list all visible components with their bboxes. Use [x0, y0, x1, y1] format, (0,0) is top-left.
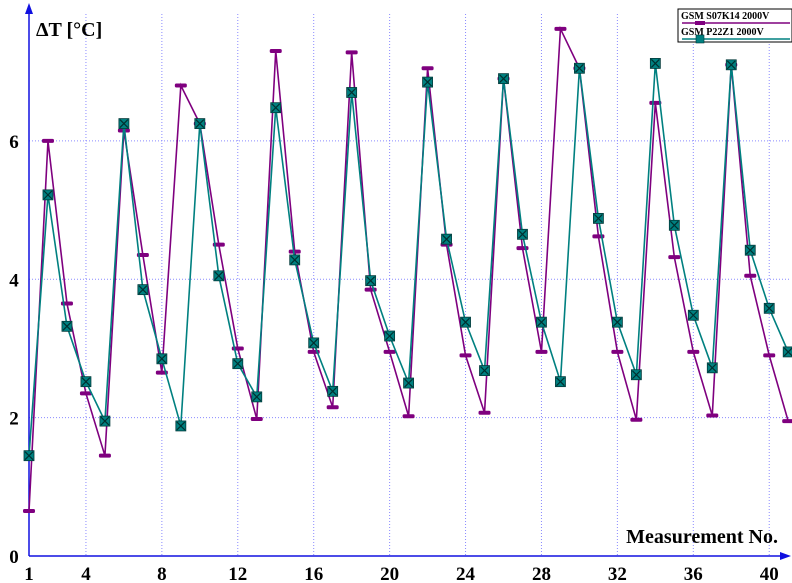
data-point: [630, 417, 643, 422]
data-point: [156, 353, 168, 365]
data-point: [554, 26, 567, 31]
data-point: [98, 453, 111, 458]
data-point: [194, 118, 206, 130]
x-tick-label: 24: [456, 564, 476, 583]
data-point: [649, 58, 661, 69]
data-point: [517, 228, 528, 240]
x-tick-label: 16: [304, 564, 323, 583]
x-tick-label: 20: [380, 564, 399, 583]
data-point: [555, 376, 566, 388]
data-point: [574, 62, 585, 74]
data-point: [23, 450, 35, 462]
data-point: [288, 249, 301, 254]
data-point: [136, 253, 149, 258]
data-point: [289, 254, 301, 266]
data-point: [41, 138, 54, 143]
series-lines: [23, 25, 792, 514]
data-point: [79, 391, 92, 396]
data-point: [422, 76, 433, 88]
data-point: [593, 212, 604, 224]
data-point: [630, 369, 642, 381]
axes: [25, 3, 791, 560]
y-tick-label: 0: [9, 547, 19, 568]
y-axis-title: ΔT [°C]: [36, 19, 102, 41]
x-tick-label: 1: [24, 564, 34, 583]
data-point: [611, 316, 623, 328]
data-point: [744, 244, 756, 256]
data-point: [308, 337, 320, 349]
data-point: [118, 118, 130, 130]
data-point: [326, 405, 339, 410]
data-point: [535, 349, 548, 354]
x-tick-label: 36: [684, 564, 703, 583]
data-point: [345, 50, 358, 55]
data-point: [365, 275, 377, 287]
data-point: [460, 316, 471, 328]
data-point: [42, 189, 54, 201]
data-point: [459, 353, 472, 358]
grid: [29, 14, 790, 556]
data-point: [270, 102, 282, 114]
data-point: [251, 391, 263, 403]
x-tick-label: 28: [532, 564, 551, 583]
data-point: [668, 255, 681, 260]
data-point: [687, 349, 700, 354]
data-point: [763, 353, 776, 358]
data-point: [536, 316, 547, 328]
data-point: [80, 376, 92, 388]
data-point: [402, 414, 415, 419]
legend: GSM S07K14 2000V GSM P22Z1 2000V: [677, 8, 792, 44]
legend-label: GSM P22Z1 2000V: [681, 27, 765, 38]
data-point: [706, 362, 718, 374]
y-tick-label: 2: [9, 409, 19, 430]
data-point: [403, 377, 415, 389]
series-line: [28, 25, 789, 512]
legend-marker: [695, 21, 705, 25]
legend-marker: [695, 34, 705, 44]
x-tick-label: 32: [608, 564, 627, 583]
x-tick-label: 12: [228, 564, 247, 583]
data-point: [478, 410, 491, 415]
data-point: [174, 83, 187, 88]
data-point: [250, 417, 263, 422]
data-point: [763, 302, 775, 314]
x-tick-label: 4: [81, 564, 91, 583]
data-point: [175, 420, 187, 432]
data-point: [687, 309, 699, 321]
data-point: [327, 385, 339, 397]
x-axis-arrow: [780, 552, 791, 560]
data-point: [706, 413, 719, 418]
y-tick-label: 4: [9, 270, 19, 291]
data-point: [782, 419, 792, 424]
data-point: [346, 87, 358, 98]
legend-label: GSM S07K14 2000V: [681, 11, 770, 22]
x-axis-title: Measurement No.: [626, 526, 778, 548]
x-tick-label: 8: [157, 564, 167, 583]
data-point: [611, 349, 624, 354]
data-point: [99, 415, 111, 427]
data-point: [441, 233, 452, 245]
x-tick-label: 40: [760, 564, 779, 583]
y-tick-label: 6: [9, 132, 19, 153]
data-point: [213, 270, 225, 282]
data-point: [725, 59, 737, 71]
data-point: [744, 273, 757, 278]
data-point: [269, 48, 282, 53]
data-point: [782, 346, 792, 358]
data-point: [137, 284, 149, 296]
data-point: [668, 219, 680, 231]
data-point: [232, 358, 244, 370]
data-point: [384, 330, 396, 342]
y-axis-arrow: [25, 3, 33, 14]
data-point: [498, 73, 509, 85]
data-point: [383, 349, 396, 354]
data-point: [61, 320, 73, 332]
data-point: [421, 66, 434, 71]
data-point: [516, 246, 529, 251]
data-point: [479, 365, 490, 376]
data-point: [23, 509, 35, 514]
